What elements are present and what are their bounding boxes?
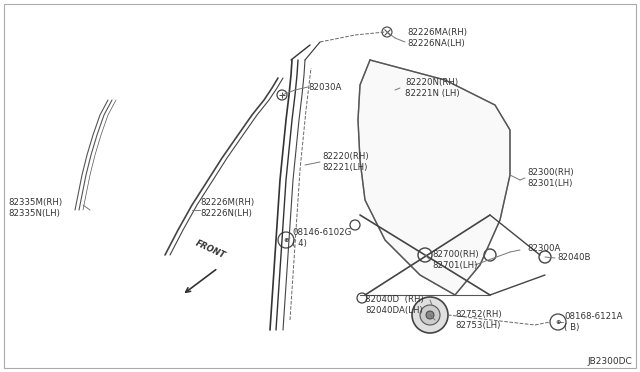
Text: 82335M(RH)
82335N(LH): 82335M(RH) 82335N(LH): [8, 198, 62, 218]
Text: 82030A: 82030A: [308, 83, 341, 92]
Circle shape: [484, 249, 496, 261]
Text: 82226M(RH)
82226N(LH): 82226M(RH) 82226N(LH): [200, 198, 254, 218]
Text: 82752(RH)
82753(LH): 82752(RH) 82753(LH): [455, 310, 502, 330]
Text: JB2300DC: JB2300DC: [588, 357, 632, 366]
Circle shape: [357, 293, 367, 303]
Text: 08146-6102G
( 4): 08146-6102G ( 4): [292, 228, 351, 248]
Text: 82220(RH)
82221(LH): 82220(RH) 82221(LH): [322, 152, 369, 172]
Text: 82700(RH)
82701(LH): 82700(RH) 82701(LH): [432, 250, 479, 270]
Circle shape: [382, 27, 392, 37]
Circle shape: [418, 248, 432, 262]
Circle shape: [420, 305, 440, 325]
Text: ⊕: ⊕: [556, 320, 561, 324]
Text: 82226MA(RH)
82226NA(LH): 82226MA(RH) 82226NA(LH): [407, 28, 467, 48]
Text: FRONT: FRONT: [193, 238, 227, 260]
Text: 08168-6121A
( B): 08168-6121A ( B): [564, 312, 623, 332]
Circle shape: [278, 232, 294, 248]
Text: 82220N(RH)
82221N (LH): 82220N(RH) 82221N (LH): [405, 78, 460, 98]
Text: ⊕: ⊕: [284, 237, 289, 243]
Circle shape: [539, 251, 551, 263]
Text: 82300A: 82300A: [527, 244, 561, 253]
Circle shape: [277, 90, 287, 100]
Text: 82040D  (RH)
82040DA(LH): 82040D (RH) 82040DA(LH): [365, 295, 424, 315]
Circle shape: [412, 297, 448, 333]
Polygon shape: [358, 60, 510, 295]
Circle shape: [550, 314, 566, 330]
Text: 82300(RH)
82301(LH): 82300(RH) 82301(LH): [527, 168, 573, 188]
Circle shape: [350, 220, 360, 230]
Text: 82040B: 82040B: [557, 253, 591, 263]
Circle shape: [426, 311, 434, 319]
